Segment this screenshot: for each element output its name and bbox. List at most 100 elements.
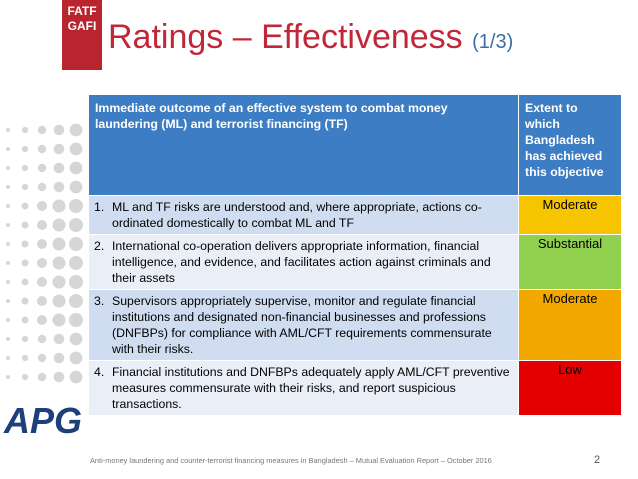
dot bbox=[21, 221, 29, 229]
dot bbox=[52, 199, 66, 213]
title-subtitle: (1/3) bbox=[472, 31, 514, 53]
outcome: 1. ML and TF risks are understood and, wh… bbox=[94, 199, 513, 231]
outcome-number: 1. bbox=[94, 200, 105, 214]
dot bbox=[52, 275, 66, 289]
logo-bottom: GAFI bbox=[67, 19, 97, 33]
column-header: Immediate outcome of an effective system… bbox=[88, 94, 519, 196]
dot bbox=[6, 185, 10, 189]
dot bbox=[37, 220, 47, 230]
dot bbox=[6, 204, 10, 208]
dot bbox=[37, 182, 47, 192]
ratings-table: Immediate outcome of an effective system… bbox=[88, 94, 622, 416]
outcome-cell: 3. Supervisors appropriately supervise, m… bbox=[88, 289, 519, 361]
apg-logo: APG bbox=[4, 400, 83, 441]
dot bbox=[21, 278, 29, 286]
rating-cell: Moderate bbox=[518, 289, 622, 361]
table-row: 1. ML and TF risks are understood and, wh… bbox=[88, 195, 622, 235]
slide-title: Ratings – Effectiveness (1/3) bbox=[108, 18, 513, 57]
dot bbox=[6, 337, 10, 341]
dot bbox=[53, 181, 65, 193]
dot bbox=[69, 199, 83, 213]
dot bbox=[6, 356, 10, 360]
dot bbox=[69, 161, 83, 175]
outcome: 2. International co-operation delivers ap… bbox=[94, 238, 513, 286]
dot bbox=[21, 354, 29, 362]
rating-cell: Moderate bbox=[518, 195, 622, 235]
dot bbox=[69, 351, 83, 365]
rating-cell: Substantial bbox=[518, 234, 622, 290]
page-number: 2 bbox=[594, 454, 601, 466]
dot bbox=[52, 294, 66, 308]
dot bbox=[6, 128, 10, 132]
dot bbox=[53, 371, 65, 383]
dot bbox=[37, 163, 47, 173]
dot bbox=[21, 335, 29, 343]
dot bbox=[37, 125, 47, 135]
dot bbox=[69, 332, 83, 346]
dot bbox=[21, 259, 29, 267]
outcome-text: ML and TF risks are understood and, wher… bbox=[112, 200, 482, 230]
outcome-number: 2. bbox=[94, 239, 105, 253]
dot bbox=[6, 147, 10, 151]
outcome-cell: 2. International co-operation delivers ap… bbox=[88, 234, 519, 290]
column-header: Extent to which Bangladesh has achieved … bbox=[518, 94, 622, 196]
dot bbox=[69, 123, 83, 137]
dot bbox=[6, 280, 10, 284]
dot bbox=[69, 218, 83, 232]
outcome-cell: 4. Financial institutions and DNFBPs adeq… bbox=[88, 360, 519, 416]
dot bbox=[6, 166, 10, 170]
dot bbox=[6, 299, 10, 303]
dot bbox=[21, 297, 29, 305]
dot bbox=[6, 261, 10, 265]
dot bbox=[21, 126, 29, 134]
dot bbox=[37, 315, 47, 325]
outcome-text: International co-operation delivers appr… bbox=[112, 239, 491, 285]
dot bbox=[69, 370, 83, 384]
outcome-cell: 1. ML and TF risks are understood and, wh… bbox=[88, 195, 519, 235]
dot bbox=[6, 223, 10, 227]
dot bbox=[69, 256, 83, 270]
dot bbox=[21, 240, 29, 248]
dot bbox=[69, 142, 83, 156]
dot bbox=[21, 316, 29, 324]
dot bbox=[53, 352, 65, 364]
dot bbox=[52, 237, 66, 251]
dot bbox=[37, 372, 47, 382]
dot bbox=[53, 162, 65, 174]
dot bbox=[37, 334, 47, 344]
dot bbox=[37, 144, 47, 154]
dot bbox=[52, 218, 66, 232]
title-text: Ratings – Effectiveness bbox=[108, 18, 463, 56]
footer-text: Anti-money laundering and counter-terror… bbox=[90, 456, 492, 465]
outcome-text: Financial institutions and DNFBPs adequa… bbox=[112, 365, 510, 411]
fatf-logo: FATF GAFI bbox=[62, 0, 102, 70]
rating-cell: Low bbox=[518, 360, 622, 416]
dot-pattern bbox=[6, 123, 83, 384]
dot bbox=[53, 333, 65, 345]
dot bbox=[69, 237, 83, 251]
dot bbox=[21, 164, 29, 172]
dot bbox=[6, 242, 10, 246]
outcome: 3. Supervisors appropriately supervise, m… bbox=[94, 293, 513, 357]
outcome: 4. Financial institutions and DNFBPs adeq… bbox=[94, 364, 513, 412]
dot bbox=[69, 180, 83, 194]
dot bbox=[37, 353, 47, 363]
dot bbox=[53, 124, 65, 136]
logo-top: FATF bbox=[67, 4, 97, 18]
outcome-text: Supervisors appropriately supervise, mon… bbox=[112, 294, 492, 356]
dot bbox=[69, 313, 83, 327]
dot bbox=[21, 373, 29, 381]
dot bbox=[37, 296, 47, 306]
dot bbox=[21, 202, 29, 210]
dot bbox=[52, 313, 66, 327]
dot bbox=[37, 258, 47, 268]
dot bbox=[21, 145, 29, 153]
dot bbox=[69, 294, 83, 308]
outcome-number: 4. bbox=[94, 365, 105, 379]
table-row: 3. Supervisors appropriately supervise, m… bbox=[88, 289, 622, 361]
table-row: 2. International co-operation delivers ap… bbox=[88, 234, 622, 290]
dot bbox=[21, 183, 29, 191]
dot bbox=[6, 375, 10, 379]
dot bbox=[37, 201, 47, 211]
